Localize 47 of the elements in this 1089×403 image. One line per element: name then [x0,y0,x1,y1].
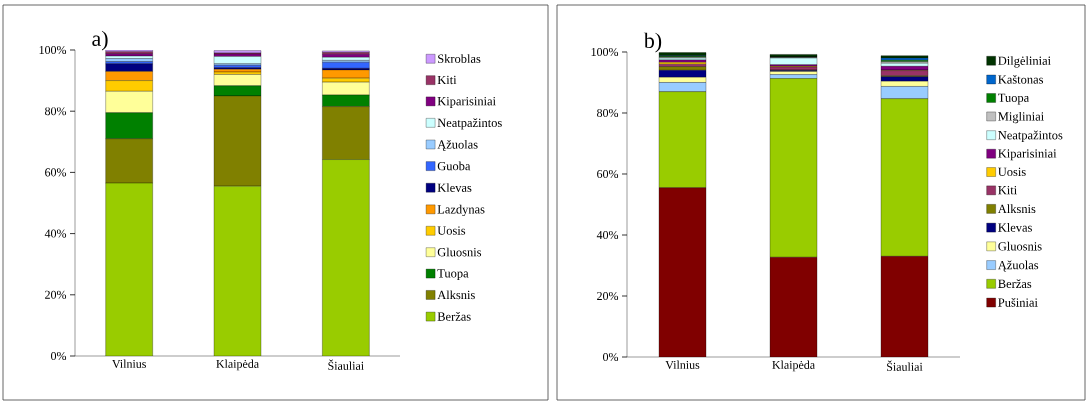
x-tick-label: Vilnius [112,359,146,368]
legend-label: Dilgėliniai [998,56,1051,68]
legend-label: Neatpažintos [437,118,502,130]
legend-label: Ąžuolas [997,260,1039,272]
y-tick-label: 0% [603,352,619,362]
legend-label: Lazdynas [437,204,485,217]
legend-label: Pušiniai [998,297,1038,307]
legend-label: Ąžuolas [437,139,478,152]
y-tick-label: 60% [45,168,67,177]
y-tick-label: 40% [596,230,619,240]
legend-label: Klevas [437,183,472,192]
legend-label: Tuopa [998,93,1030,105]
y-tick-label: 40% [44,229,67,238]
legend-label: Uosis [437,226,466,235]
legend-label: Uosis [998,167,1026,177]
y-tick-label: 0% [51,351,67,361]
legend-label: Alksnis [437,290,475,300]
y-tick-label: 20% [45,290,67,299]
y-tick-label: 20% [597,291,619,301]
legend-label: Neatpažintos [998,130,1063,142]
x-tick-label: Vilnius [665,360,700,369]
y-tick-label: 80% [45,107,67,116]
legend-label: Gluosnis [998,241,1042,251]
legend-label: Guoba [437,161,471,171]
legend-label: Gluosnis [437,247,482,257]
chart-title: b) [643,32,662,53]
legend-label: Tuopa [437,269,469,281]
legend-label: Alksnis [997,204,1036,214]
legend-label: Migliniai [998,111,1044,124]
legend-label: Kaštonas [998,74,1044,84]
x-tick-label: Klaipėda [772,360,815,372]
x-tick-label: Klaipėda [216,359,259,371]
legend-label: Kiti [437,75,457,85]
legend-label: Kiparisiniai [437,97,496,108]
legend-label: Kiparisiniai [998,149,1057,161]
x-tick-label: Šiauliai [887,360,923,371]
y-tick-label: 100% [39,45,67,55]
legend-label: Kiti [998,185,1017,195]
chart-title: a) [92,30,108,51]
legend-label: Klevas [998,223,1032,232]
legend-label: Skroblas [438,54,481,63]
y-tick-label: 100% [591,47,619,57]
x-tick-label: Šiauliai [328,359,364,370]
y-tick-label: 60% [597,169,619,179]
y-tick-label: 80% [597,108,619,118]
legend-label: Beržas [998,279,1032,289]
legend-label: Beržas [437,311,471,321]
